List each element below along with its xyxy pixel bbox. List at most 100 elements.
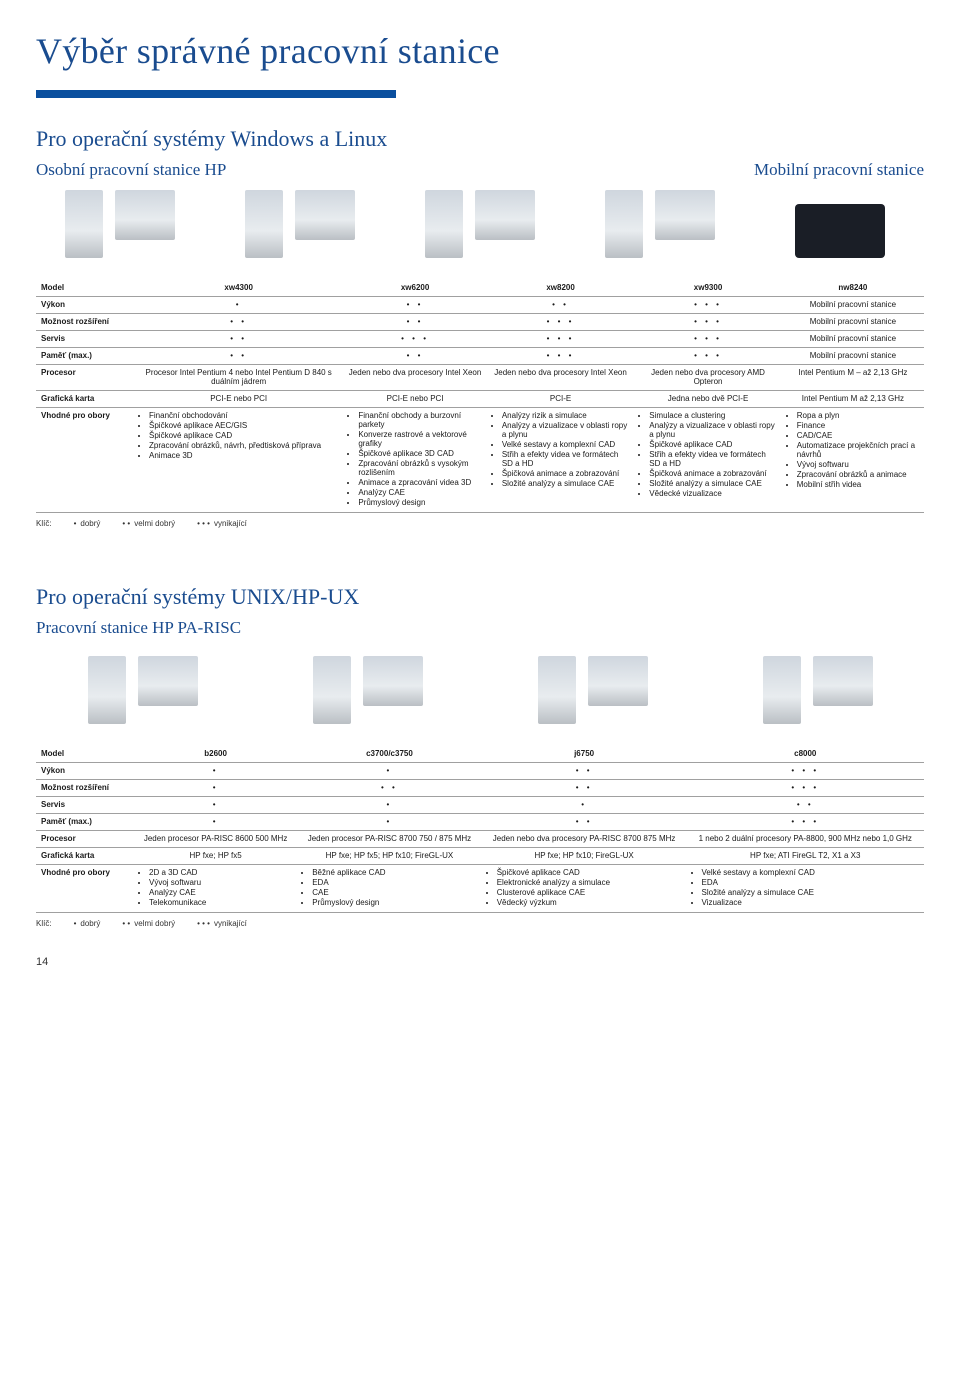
section2-table: Modelb2600c3700/c3750j6750c8000Výkon••• …: [36, 746, 924, 913]
table-cell: Mobilní pracovní stanice: [782, 297, 924, 314]
list-item: EDA: [702, 878, 919, 887]
row-header: Grafická karta: [36, 848, 134, 865]
list-item: Složité analýzy a simulace CAE: [649, 479, 776, 488]
table-cell: • •: [134, 348, 343, 365]
table-cell: Jeden procesor PA-RISC 8600 500 MHz: [134, 831, 297, 848]
list-item: Vývoj softwaru: [797, 460, 919, 469]
table-cell: Jeden nebo dva procesory PA-RISC 8700 87…: [482, 831, 687, 848]
list-item: Finanční obchodování: [149, 411, 338, 420]
list-item: Průmyslový design: [312, 898, 476, 907]
list-item: Analýzy CAE: [358, 488, 482, 497]
row-header: Vhodné pro obory: [36, 408, 134, 513]
page-number: 14: [36, 956, 924, 968]
col-header: xw4300: [134, 280, 343, 297]
table-cell: • •: [687, 797, 924, 814]
product-image: [425, 190, 463, 258]
row-header: Servis: [36, 331, 134, 348]
list-item: Analýzy rizik a simulace: [502, 411, 629, 420]
legend-item: •dobrý: [74, 519, 101, 528]
col-header: nw8240: [782, 280, 924, 297]
legend-item: • • • vynikající: [197, 519, 247, 528]
list-item: Složité analýzy a simulace CAE: [702, 888, 919, 897]
product-image: [588, 656, 648, 706]
table-cell: •: [297, 797, 481, 814]
table-cell: • • •: [687, 763, 924, 780]
section1-left-label: Osobní pracovní stanice HP: [36, 160, 226, 180]
list-item: Mobilní střih videa: [797, 480, 919, 489]
legend-key: •: [74, 519, 77, 528]
section1-heading: Pro operační systémy Windows a Linux: [36, 126, 924, 152]
table-cell: • •: [487, 297, 634, 314]
table-cell: • •: [482, 814, 687, 831]
list-item: Finanční obchody a burzovní parkety: [358, 411, 482, 429]
legend: Klíč:•dobrý• •velmi dobrý• • •vynikající: [36, 919, 924, 928]
section1-right-label: Mobilní pracovní stanice: [754, 160, 924, 180]
table-cell: •: [134, 780, 297, 797]
table-cell: • •: [134, 314, 343, 331]
table-cell: Mobilní pracovní stanice: [782, 348, 924, 365]
product-image: [138, 656, 198, 706]
row-header: Procesor: [36, 831, 134, 848]
list-item: Animace 3D: [149, 451, 338, 460]
legend-item: • •velmi dobrý: [122, 919, 175, 928]
table-cell: PCI-E: [487, 391, 634, 408]
legend-value: vynikající: [214, 519, 247, 528]
list-item: Vědecké vizualizace: [649, 489, 776, 498]
product-image: [313, 656, 351, 724]
table-cell: • • •: [487, 331, 634, 348]
legend-key: • • •: [197, 519, 210, 528]
product-image: [363, 656, 423, 706]
table-cell: •: [482, 797, 687, 814]
row-head-model: Model: [36, 280, 134, 297]
legend: Klíč: •dobrý • •velmi dobrý • • • vynikající: [36, 519, 924, 528]
list-item: Automatizace projekčních prací a návrhů: [797, 441, 919, 459]
list-item: Špičkové aplikace 3D CAD: [358, 449, 482, 458]
legend-prefix: Klíč:: [36, 519, 52, 528]
list-item: Špičkové aplikace CAD: [149, 431, 338, 440]
list-item: Zpracování obrázků s vysokým rozlišením: [358, 459, 482, 477]
table-cell: • •: [343, 297, 487, 314]
table-cell: HP fxe; HP fx5: [134, 848, 297, 865]
table-cell: • •: [297, 780, 481, 797]
col-header: c3700/c3750: [297, 746, 481, 763]
list-item: Elektronické analýzy a simulace: [497, 878, 682, 887]
table-cell: HP fxe; ATI FireGL T2, X1 a X3: [687, 848, 924, 865]
table-cell: Ropa a plynFinanceCAD/CAEAutomatizace pr…: [782, 408, 924, 513]
section2-product-row: [36, 656, 924, 724]
row-header: Možnost rozšíření: [36, 314, 134, 331]
legend-item: • •velmi dobrý: [122, 519, 175, 528]
table-cell: Procesor Intel Pentium 4 nebo Intel Pent…: [134, 365, 343, 391]
table-cell: Jeden nebo dva procesory Intel Xeon: [343, 365, 487, 391]
legend-item: •dobrý: [74, 919, 101, 928]
list-item: Simulace a clustering: [649, 411, 776, 420]
row-head-model: Model: [36, 746, 134, 763]
table-cell: 1 nebo 2 duální procesory PA-8800, 900 M…: [687, 831, 924, 848]
table-cell: •: [134, 297, 343, 314]
table-cell: Velké sestavy a komplexní CADEDASložité …: [687, 865, 924, 913]
product-image: [65, 190, 103, 258]
legend-value: dobrý: [80, 519, 100, 528]
col-header: xw6200: [343, 280, 487, 297]
product-image: [475, 190, 535, 240]
list-item: EDA: [312, 878, 476, 887]
list-item: Telekomunikace: [149, 898, 292, 907]
table-cell: PCI-E nebo PCI: [134, 391, 343, 408]
list-item: Špičkové aplikace CAD: [497, 868, 682, 877]
legend-value: velmi dobrý: [134, 519, 175, 528]
row-header: Paměť (max.): [36, 348, 134, 365]
table-cell: •: [297, 763, 481, 780]
legend-value: vynikající: [214, 919, 247, 928]
table-cell: Analýzy rizik a simulaceAnalýzy a vizual…: [487, 408, 634, 513]
section1-table: Modelxw4300xw6200xw8200xw9300nw8240Výkon…: [36, 280, 924, 513]
table-cell: Mobilní pracovní stanice: [782, 331, 924, 348]
product-image: [795, 204, 885, 258]
col-header: c8000: [687, 746, 924, 763]
section1-product-row: [36, 190, 924, 258]
row-header: Vhodné pro obory: [36, 865, 134, 913]
list-item: Střih a efekty videa ve formátech SD a H…: [502, 450, 629, 468]
table-cell: • • •: [487, 348, 634, 365]
list-item: Velké sestavy a komplexní CAD: [502, 440, 629, 449]
table-cell: PCI-E nebo PCI: [343, 391, 487, 408]
table-cell: 2D a 3D CADVývoj softwaruAnalýzy CAETele…: [134, 865, 297, 913]
product-image: [763, 656, 801, 724]
